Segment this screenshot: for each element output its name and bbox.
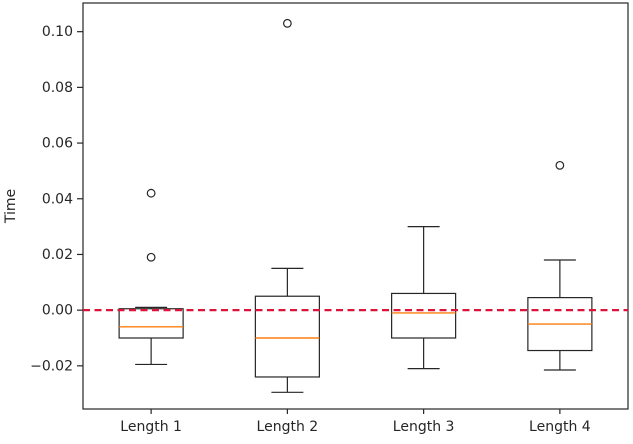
- x-axis-tick-label: Length 3: [393, 419, 455, 435]
- box: [254, 295, 320, 378]
- y-axis-tick-label: 0.02: [42, 247, 73, 263]
- box: [118, 308, 184, 339]
- box: [391, 292, 457, 339]
- outlier-point: [146, 252, 156, 262]
- y-axis-label: Time: [3, 189, 19, 224]
- outlier-point: [146, 188, 156, 198]
- y-axis-tick-label: −0.02: [30, 358, 73, 374]
- y-axis-tick-label: 0.08: [42, 80, 73, 96]
- x-axis-tick-label: Length 1: [120, 419, 182, 435]
- y-axis-tick-label: 0.06: [42, 136, 73, 152]
- y-axis-tick-label: 0.00: [42, 303, 73, 319]
- outlier-point: [282, 18, 292, 28]
- y-axis-tick-label: 0.04: [42, 191, 73, 207]
- y-axis-tick-label: 0.10: [42, 24, 73, 40]
- plot-border: [82, 2, 629, 410]
- outlier-point: [555, 160, 565, 170]
- x-axis-tick-label: Length 4: [529, 419, 591, 435]
- x-axis-tick-label: Length 2: [257, 419, 319, 435]
